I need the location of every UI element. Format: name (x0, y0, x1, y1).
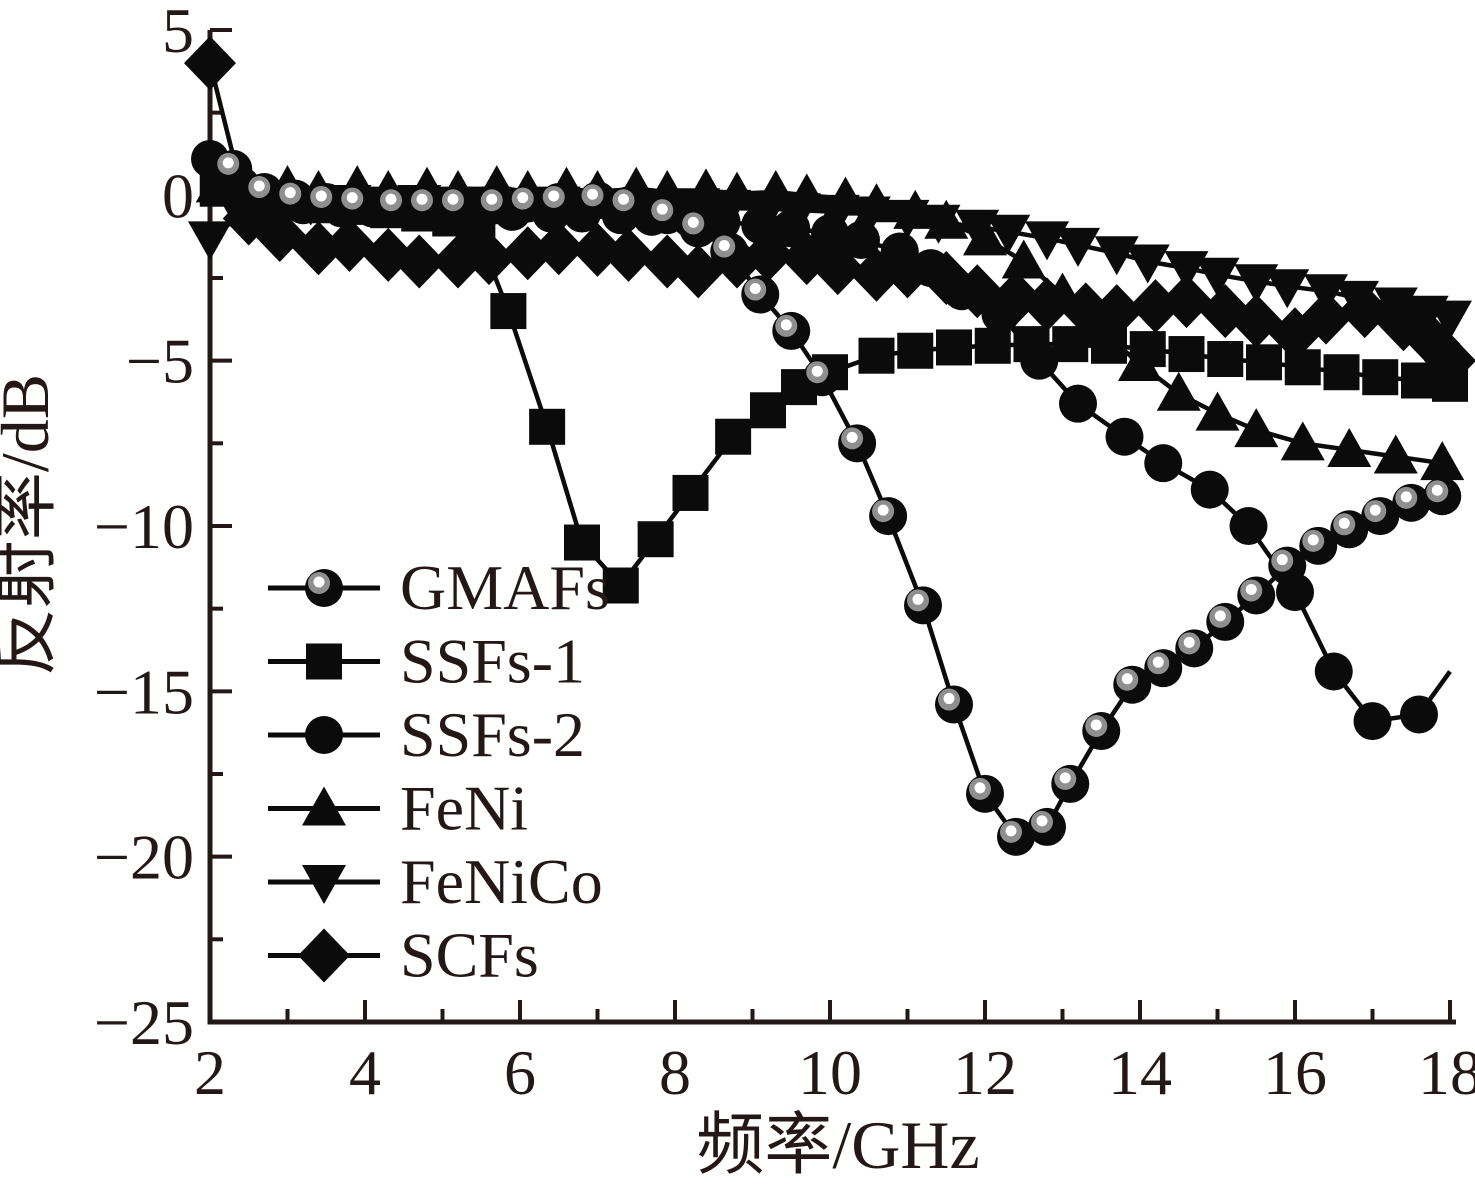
y-axis-title: 反射率/dB (0, 374, 63, 676)
series-markers-SCFs (184, 36, 1475, 388)
legend-item-FeNi: FeNi (268, 773, 528, 844)
legend-item-SSFs-2: SSFs-2 (268, 699, 585, 770)
x-tick-label: 6 (504, 1037, 536, 1108)
x-tick-label: 12 (953, 1037, 1017, 1108)
x-axis-title: 频率/GHz (696, 1107, 979, 1183)
legend-item-SCFs: SCFs (268, 920, 539, 991)
legend-label: GMAFs (400, 552, 610, 623)
x-tick-label: 8 (659, 1037, 691, 1108)
legend-label: SSFs-1 (400, 626, 585, 697)
x-tick-label: 2 (194, 1037, 226, 1108)
legend-marker-triangle-down (302, 865, 346, 904)
legend-item-SSFs-1: SSFs-1 (268, 626, 585, 697)
series-markers-GMAFs (214, 149, 1462, 856)
x-tick-label: 4 (349, 1037, 381, 1108)
data-series (184, 36, 1475, 856)
legend-marker-square (306, 643, 342, 680)
y-tick-label: −5 (126, 326, 194, 397)
y-tick-label: 5 (162, 0, 194, 66)
y-tick-label: −10 (94, 491, 194, 562)
series-SCFs (184, 36, 1475, 388)
x-tick-label: 16 (1263, 1037, 1327, 1108)
legend-marker-triangle-up (302, 786, 346, 826)
axes: 2 4 6 8 10 12 14 16 18 5 0 −5 −10 −15 −20 −25 (94, 0, 1475, 1108)
legend-label: FeNi (400, 773, 528, 844)
y-tick-label: −20 (94, 822, 194, 893)
x-tick-label: 14 (1108, 1037, 1172, 1108)
x-tick-label: 18 (1418, 1037, 1475, 1108)
x-tick-label: 10 (798, 1037, 862, 1108)
legend-item-GMAFs: GMAFs (268, 552, 610, 623)
legend-label: SSFs-2 (400, 699, 585, 770)
legend-item-FeNiCo: FeNiCo (268, 846, 603, 917)
y-tick-label: −15 (94, 656, 194, 727)
legend-marker-pearl-circle (305, 569, 343, 607)
series-GMAFs (214, 149, 1462, 856)
y-tick-label: −25 (94, 987, 194, 1058)
legend-marker-circle (305, 716, 343, 754)
y-tick-label: 0 (162, 160, 194, 231)
legend-label: SCFs (400, 920, 539, 991)
legend-label: FeNiCo (400, 846, 603, 917)
legend-marker-diamond (298, 928, 350, 983)
